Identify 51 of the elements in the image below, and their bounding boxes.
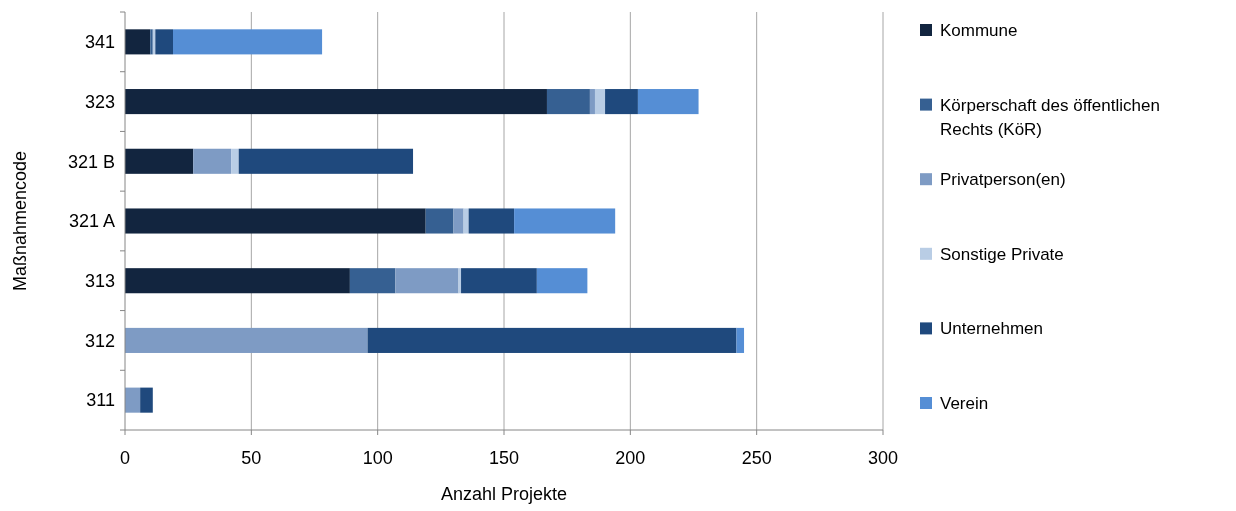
x-tick-label: 250 [741, 448, 772, 468]
bar [125, 29, 151, 55]
bar [425, 208, 454, 234]
x-tick-label: 300 [867, 448, 899, 468]
bar [349, 268, 396, 294]
bar [367, 327, 737, 353]
y-tick-label: 321 B [67, 151, 115, 172]
legend-label: Unternehmen [940, 319, 1044, 339]
y-tick-label: 321 A [68, 211, 115, 232]
bar [546, 89, 590, 115]
y-axis-title: Maßnahmencode [10, 150, 30, 292]
y-tick-label: 312 [84, 330, 115, 351]
x-axis-title: Anzahl Projekte [440, 484, 568, 504]
bar [125, 148, 194, 174]
legend-label: Sonstige Private [940, 244, 1064, 264]
bar [125, 208, 426, 234]
bar [461, 268, 537, 294]
bar [594, 89, 606, 115]
x-tick-label: 100 [362, 448, 393, 468]
y-tick-label: 311 [86, 390, 115, 411]
x-tick-label: 200 [615, 448, 646, 468]
x-tick-label: 0 [119, 448, 131, 468]
y-tick-label: 341 [84, 32, 115, 53]
x-tick-label: 50 [241, 448, 262, 468]
bar [605, 89, 638, 115]
bar [536, 268, 588, 294]
legend-label: Kommune [940, 20, 1018, 40]
bar [125, 268, 350, 294]
bar [589, 89, 595, 115]
bar [736, 327, 745, 353]
bar [125, 327, 368, 353]
bar [193, 148, 232, 174]
y-tick-label: 323 [84, 91, 115, 112]
bar [453, 208, 464, 234]
x-tick-label: 150 [488, 448, 520, 468]
bar [463, 208, 469, 234]
bar [395, 268, 459, 294]
legend-label: Körperschaft des öffentlichen Rechts (KöR) [940, 95, 1160, 140]
bar [173, 29, 323, 55]
legend-label: Privatperson(en) [940, 170, 1066, 190]
bar [231, 148, 239, 174]
bar [155, 29, 174, 55]
bar [238, 148, 414, 174]
bar [125, 387, 141, 413]
bar [140, 387, 153, 413]
bar [514, 208, 616, 234]
bar [468, 208, 515, 234]
y-tick-label: 313 [84, 271, 115, 292]
bar [125, 89, 547, 115]
legend-label: Verein [940, 393, 989, 413]
bar [637, 89, 699, 115]
